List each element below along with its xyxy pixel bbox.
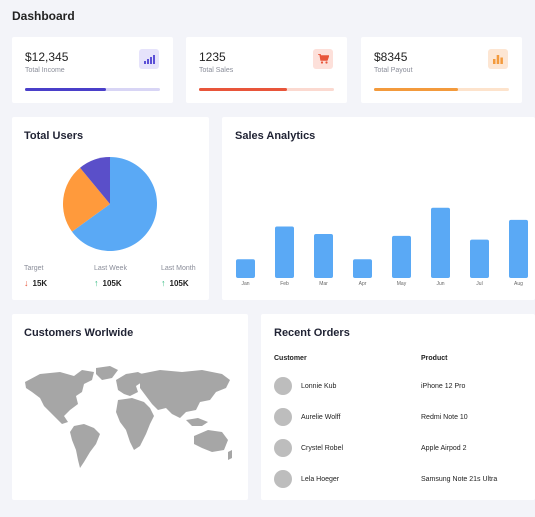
bar-jan[interactable]: [236, 259, 255, 278]
customer-name: Aurelie Wolff: [301, 413, 341, 421]
legend-value: 105K: [102, 278, 122, 288]
australia-shape: [194, 430, 228, 452]
progress-track: [25, 88, 160, 91]
month-label: Jul: [476, 281, 482, 287]
stat-label: Total Income: [25, 67, 65, 74]
pie-slice-2: [80, 157, 110, 204]
total-sales-card[interactable]: 1235 Total Sales: [186, 37, 347, 103]
stat-label: Total Payout: [374, 67, 413, 74]
arrow-up-icon: ↑: [94, 278, 99, 288]
progress-fill: [199, 88, 287, 91]
legend-target: Target ↓ 15K: [24, 265, 47, 288]
customer-column-header: Customer: [274, 355, 307, 362]
bar-feb[interactable]: [275, 226, 294, 278]
progress-track: [374, 88, 509, 91]
bar-apr[interactable]: [353, 259, 372, 278]
customer-name: Crystel Robel: [301, 444, 344, 452]
legend-value: 15K: [32, 278, 48, 288]
total-payout-card[interactable]: $8345 Total Payout: [361, 37, 522, 103]
world-map: [25, 366, 232, 468]
cart-icon: [313, 49, 333, 69]
south-america-shape: [70, 424, 100, 468]
legend-label: Last Week: [94, 265, 127, 272]
stat-value: 1235: [199, 50, 226, 64]
africa-shape: [116, 398, 154, 450]
progress-fill: [374, 88, 458, 91]
bar-mar[interactable]: [314, 233, 333, 278]
order-row[interactable]: Lonnie Kub iPhone 12 Pro: [274, 376, 535, 396]
month-label: Mar: [319, 281, 328, 287]
month-label: Apr: [359, 281, 367, 287]
new-zealand-shape: [228, 450, 232, 460]
arrow-up-icon: ↑: [161, 278, 166, 288]
customer-name: Lonnie Kub: [301, 382, 337, 390]
bar-jul[interactable]: [470, 239, 489, 278]
progress-fill: [25, 88, 106, 91]
stat-value: $12,345: [25, 50, 69, 64]
bar-aug[interactable]: [509, 219, 528, 278]
page-title: Dashboard: [12, 9, 75, 23]
arrow-down-icon: ↓: [24, 278, 29, 288]
asia-shape: [140, 370, 230, 418]
recent-orders-card: [261, 314, 535, 500]
month-label: Aug: [514, 281, 523, 287]
bar-chart-icon: [488, 49, 508, 69]
users-pie-chart: [63, 157, 157, 251]
bar-may[interactable]: [392, 235, 411, 278]
total-users-title: Total Users: [24, 130, 84, 142]
avatar: [274, 470, 292, 488]
greenland-shape: [96, 366, 118, 380]
stat-value: $8345: [374, 50, 408, 64]
order-row[interactable]: Crystel Robel Apple Airpod 2: [274, 438, 535, 458]
month-label: Jun: [436, 281, 444, 287]
legend-last-week: Last Week ↑ 105K: [94, 265, 127, 288]
sales-analytics-title: Sales Analytics: [235, 130, 316, 142]
total-income-card[interactable]: $12,345 Total Income: [12, 37, 173, 103]
order-row[interactable]: Aurelie Wolff Redmi Note 10: [274, 407, 535, 427]
legend-label: Last Month: [161, 265, 196, 272]
customers-worldwide-title: Customers Worlwide: [24, 327, 134, 339]
indonesia-shape: [186, 418, 208, 426]
avatar: [274, 408, 292, 426]
order-row[interactable]: Lela Hoeger Samsung Note 21s Ultra: [274, 469, 535, 489]
progress-track: [199, 88, 334, 91]
pie-slice-0: [71, 157, 157, 251]
avatar: [274, 439, 292, 457]
month-label: Jan: [241, 281, 249, 287]
bar-chart-icon: [139, 49, 159, 69]
customer-name: Lela Hoeger: [301, 475, 340, 483]
legend-label: Target: [24, 265, 44, 272]
pie-slice-1: [63, 167, 110, 232]
month-label: May: [397, 281, 407, 287]
product-column-header: Product: [421, 355, 448, 362]
product-name: Samsung Note 21s Ultra: [421, 475, 498, 483]
bar-jun[interactable]: [431, 207, 450, 278]
sales-bar-chart: Jan Feb Mar Apr May Jun Jul Aug: [236, 207, 528, 287]
recent-orders-title: Recent Orders: [274, 327, 350, 339]
legend-last-month: Last Month ↑ 105K: [161, 265, 196, 288]
avatar: [274, 377, 292, 395]
month-label: Feb: [280, 281, 289, 287]
legend-value: 105K: [169, 278, 189, 288]
product-name: Redmi Note 10: [421, 413, 468, 421]
europe-shape: [116, 372, 146, 396]
stat-label: Total Sales: [199, 67, 234, 74]
north-america-shape: [25, 370, 94, 424]
product-name: Apple Airpod 2: [421, 444, 467, 452]
product-name: iPhone 12 Pro: [421, 382, 466, 390]
